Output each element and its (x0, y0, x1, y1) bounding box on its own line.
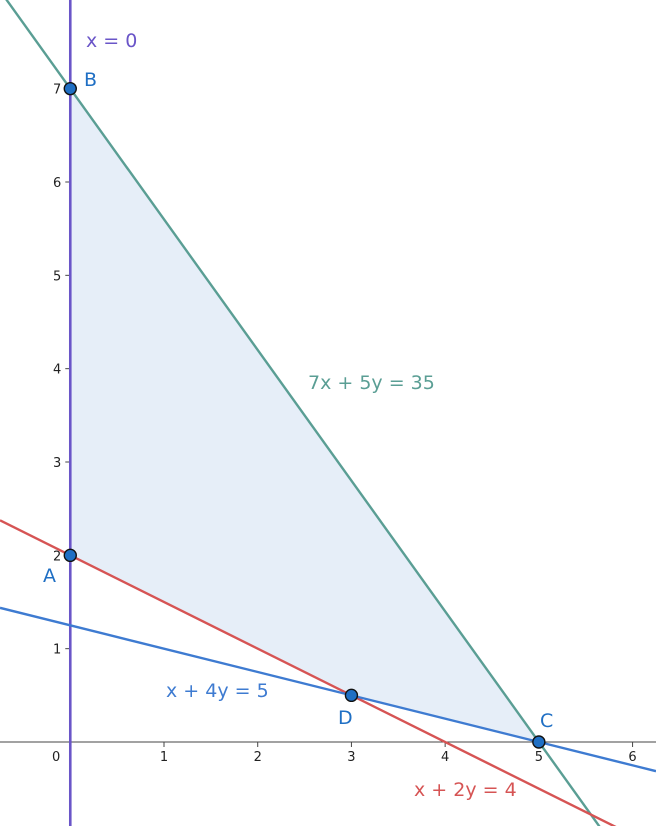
constraint-line-2 (0, 519, 617, 826)
x-tick-label-5: 5 (535, 750, 543, 765)
y-tick-label-6: 6 (53, 176, 61, 191)
line-label-7x-5y-35: 7x + 5y = 35 (308, 372, 435, 394)
vertex-point-c (532, 735, 546, 749)
point-label-d: D (338, 707, 353, 729)
origin-label: 0 (52, 750, 60, 765)
y-tick-label-1: 1 (53, 643, 61, 658)
vertex-point-a (63, 548, 77, 563)
x-tick-label-6: 6 (628, 750, 636, 765)
y-tick-label-4: 4 (53, 363, 61, 378)
y-tick-label-2: 2 (53, 549, 61, 564)
line-label-x-equals-0: x = 0 (86, 30, 137, 52)
line-label-x-2y-4: x + 2y = 4 (414, 779, 517, 801)
x-tick-label-2: 2 (254, 750, 262, 765)
vertex-point-b (63, 81, 77, 96)
y-tick-label-5: 5 (53, 269, 61, 284)
x-tick-label-4: 4 (441, 750, 449, 765)
line-label-x-4y-5: x + 4y = 5 (166, 680, 269, 702)
point-label-a: A (43, 565, 56, 587)
point-label-c: C (540, 710, 553, 732)
vertex-point-d (344, 688, 359, 703)
constraint-line-3 (0, 606, 656, 773)
y-tick-label-3: 3 (53, 456, 61, 471)
point-label-b: B (84, 69, 97, 91)
y-tick-label-7: 7 (53, 83, 61, 98)
x-tick-label-3: 3 (347, 750, 355, 765)
x-tick-label-1: 1 (160, 750, 168, 765)
